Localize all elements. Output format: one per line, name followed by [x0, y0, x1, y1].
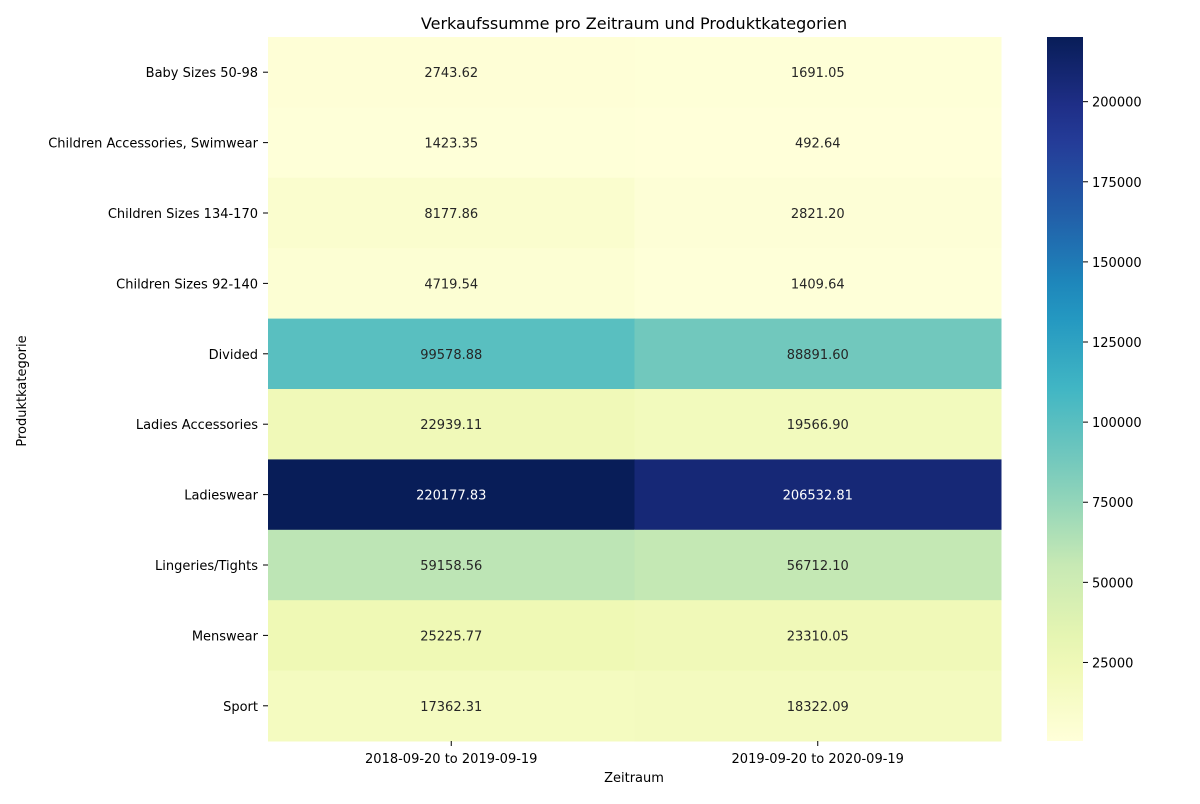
row-labels: Baby Sizes 50-98 Children Accessories, Sw…	[48, 66, 268, 715]
heatmap-cell	[634, 107, 1002, 179]
column-labels: 2018-09-20 to 2019-09-19 2019-09-20 to 20…	[365, 741, 904, 767]
cell-value-label: 4719.54	[424, 277, 478, 292]
colorbar-tick-label: 125000	[1092, 336, 1142, 351]
cell-value-label: 1691.05	[791, 66, 845, 81]
cell-value-label: 99578.88	[420, 348, 482, 363]
row-label: Lingeries/Tights	[155, 559, 258, 574]
colorbar-tick-label: 175000	[1092, 176, 1142, 191]
heatmap-cell	[634, 459, 1002, 531]
heatmap-cell	[634, 529, 1002, 601]
colorbar-tick-label: 150000	[1092, 256, 1142, 271]
row-label: Ladieswear	[184, 489, 258, 504]
colorbar-tick-label: 200000	[1092, 96, 1142, 111]
heatmap-cell	[634, 670, 1002, 742]
heatmap-cell	[268, 459, 635, 531]
cell-value-label: 2821.20	[791, 207, 845, 222]
colorbar-tick-label: 50000	[1092, 576, 1133, 591]
heatmap-cell	[634, 37, 1002, 108]
cell-value-label: 17362.31	[420, 700, 482, 715]
cell-value-label: 88891.60	[787, 348, 849, 363]
colorbar-ticks: 25000 50000 75000 100000 125000 150000 175000 2…	[1083, 96, 1142, 671]
row-label: Sport	[223, 700, 258, 715]
heatmap-cells: 2743.62 1691.05 1423.35 492.64 8177.86 2821.2…	[268, 37, 1002, 742]
cell-value-label: 206532.81	[783, 489, 853, 504]
cell-value-label: 22939.11	[420, 418, 482, 433]
cell-value-label: 1423.35	[424, 137, 478, 152]
colorbar-tick-label: 25000	[1092, 656, 1133, 671]
x-axis-label: Zeitraum	[604, 771, 664, 786]
heatmap-cell	[268, 600, 635, 672]
heatmap-cell	[268, 177, 635, 249]
heatmap-cell	[634, 318, 1002, 390]
cell-value-label: 492.64	[795, 137, 841, 152]
heatmap-cell	[634, 600, 1002, 672]
row-label: Children Sizes 134-170	[108, 207, 258, 222]
heatmap-cell	[268, 248, 635, 320]
heatmap-cell	[634, 248, 1002, 320]
colorbar-tick-label: 100000	[1092, 416, 1142, 431]
cell-value-label: 59158.56	[420, 559, 482, 574]
cell-value-label: 1409.64	[791, 277, 845, 292]
row-label: Divided	[209, 348, 258, 363]
cell-value-label: 25225.77	[420, 629, 482, 644]
row-label: Menswear	[192, 629, 259, 644]
colorbar-tick-label: 75000	[1092, 496, 1133, 511]
heatmap-cell	[268, 670, 635, 742]
column-label: 2018-09-20 to 2019-09-19	[365, 752, 537, 767]
cell-value-label: 2743.62	[424, 66, 478, 81]
cell-value-label: 220177.83	[416, 489, 486, 504]
cell-value-label: 23310.05	[787, 629, 849, 644]
cell-value-label: 18322.09	[787, 700, 849, 715]
chart-title: Verkaufssumme pro Zeitraum und Produktka…	[421, 14, 847, 33]
row-label: Baby Sizes 50-98	[146, 66, 258, 81]
heatmap-cell	[268, 389, 635, 460]
row-label: Children Sizes 92-140	[116, 277, 258, 292]
y-axis-label: Produktkategorie	[15, 335, 30, 446]
heatmap-cell	[268, 37, 635, 108]
cell-value-label: 8177.86	[424, 207, 478, 222]
heatmap-cell	[268, 318, 635, 390]
heatmap-cell	[268, 107, 635, 179]
column-label: 2019-09-20 to 2020-09-19	[732, 752, 904, 767]
heatmap-cell	[634, 177, 1002, 249]
cell-value-label: 19566.90	[787, 418, 849, 433]
heatmap-cell	[268, 529, 635, 601]
cell-value-label: 56712.10	[787, 559, 849, 574]
colorbar	[1047, 37, 1083, 741]
row-label: Ladies Accessories	[136, 418, 258, 433]
row-label: Children Accessories, Swimwear	[48, 137, 258, 152]
heatmap-cell	[634, 389, 1002, 460]
